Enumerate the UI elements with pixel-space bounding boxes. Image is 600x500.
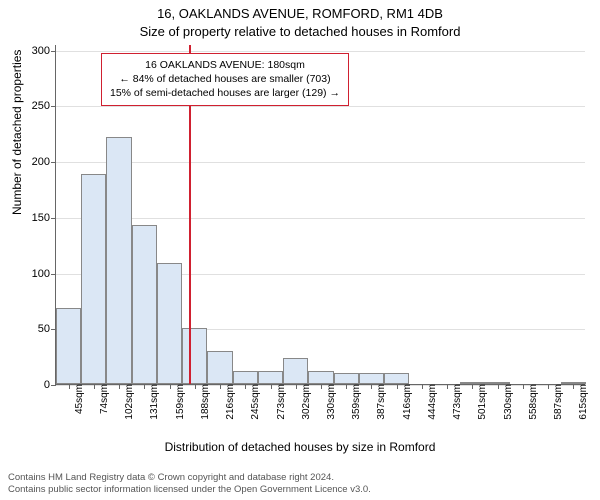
x-tick-mark	[422, 384, 423, 389]
histogram-bar	[132, 225, 157, 384]
x-tick-mark	[296, 384, 297, 389]
x-tick-label: 74sqm	[97, 384, 110, 434]
x-tick-mark	[195, 384, 196, 389]
footer-line-2: Contains public sector information licen…	[8, 484, 371, 496]
x-tick-label: 416sqm	[400, 384, 413, 434]
x-tick-mark	[170, 384, 171, 389]
y-tick-label: 250	[21, 100, 56, 112]
x-tick-label: 102sqm	[122, 384, 135, 434]
histogram-bar	[258, 371, 283, 384]
x-tick-mark	[523, 384, 524, 389]
x-tick-label: 188sqm	[198, 384, 211, 434]
histogram-bar	[81, 174, 106, 384]
x-tick-label: 530sqm	[501, 384, 514, 434]
histogram-bar	[56, 308, 81, 384]
x-tick-label: 273sqm	[274, 384, 287, 434]
x-tick-mark	[371, 384, 372, 389]
chart-title-sub: Size of property relative to detached ho…	[0, 24, 600, 39]
annotation-box: 16 OAKLANDS AVENUE: 180sqm← 84% of detac…	[101, 53, 349, 106]
histogram-bar	[334, 373, 359, 384]
x-tick-mark	[94, 384, 95, 389]
y-tick-label: 0	[21, 379, 56, 391]
x-tick-label: 245sqm	[248, 384, 261, 434]
y-tick-label: 200	[21, 156, 56, 168]
histogram-bar	[157, 263, 182, 385]
x-tick-label: 473sqm	[450, 384, 463, 434]
chart-container: 16, OAKLANDS AVENUE, ROMFORD, RM1 4DB Si…	[0, 0, 600, 500]
x-tick-mark	[220, 384, 221, 389]
y-axis-label: Number of detached properties	[10, 50, 24, 215]
grid-line	[56, 218, 585, 219]
histogram-bar	[359, 373, 384, 384]
y-tick-label: 150	[21, 212, 56, 224]
x-tick-mark	[245, 384, 246, 389]
annotation-line-3: 15% of semi-detached houses are larger (…	[110, 86, 340, 100]
histogram-bar	[384, 373, 409, 384]
x-tick-mark	[346, 384, 347, 389]
x-tick-mark	[472, 384, 473, 389]
plot-area: 05010015020025030045sqm74sqm102sqm131sqm…	[55, 45, 585, 385]
histogram-bar	[106, 137, 131, 384]
x-tick-mark	[397, 384, 398, 389]
x-tick-mark	[119, 384, 120, 389]
x-tick-label: 302sqm	[299, 384, 312, 434]
grid-line	[56, 51, 585, 52]
x-tick-label: 131sqm	[147, 384, 160, 434]
x-tick-mark	[69, 384, 70, 389]
x-tick-label: 159sqm	[173, 384, 186, 434]
footer-attribution: Contains HM Land Registry data © Crown c…	[8, 472, 371, 496]
annotation-line-2: ← 84% of detached houses are smaller (70…	[110, 72, 340, 86]
x-tick-mark	[144, 384, 145, 389]
x-tick-label: 587sqm	[551, 384, 564, 434]
histogram-bar	[308, 371, 333, 384]
x-tick-label: 444sqm	[425, 384, 438, 434]
y-tick-label: 50	[21, 323, 56, 335]
x-tick-label: 330sqm	[324, 384, 337, 434]
y-tick-label: 100	[21, 268, 56, 280]
y-tick-label: 300	[21, 45, 56, 57]
x-tick-label: 45sqm	[72, 384, 85, 434]
x-tick-mark	[573, 384, 574, 389]
x-tick-label: 558sqm	[526, 384, 539, 434]
x-tick-label: 615sqm	[576, 384, 589, 434]
histogram-bar	[182, 328, 207, 384]
footer-line-1: Contains HM Land Registry data © Crown c…	[8, 472, 371, 484]
histogram-bar	[233, 371, 258, 384]
x-axis-label: Distribution of detached houses by size …	[0, 440, 600, 454]
x-tick-mark	[271, 384, 272, 389]
x-tick-mark	[548, 384, 549, 389]
grid-line	[56, 162, 585, 163]
x-tick-mark	[447, 384, 448, 389]
histogram-bar	[283, 358, 308, 384]
histogram-bar	[207, 351, 232, 384]
grid-line	[56, 106, 585, 107]
x-tick-label: 216sqm	[223, 384, 236, 434]
x-tick-label: 359sqm	[349, 384, 362, 434]
x-tick-label: 387sqm	[374, 384, 387, 434]
chart-title-main: 16, OAKLANDS AVENUE, ROMFORD, RM1 4DB	[0, 6, 600, 21]
x-tick-mark	[498, 384, 499, 389]
annotation-line-1: 16 OAKLANDS AVENUE: 180sqm	[110, 58, 340, 72]
x-tick-label: 501sqm	[475, 384, 488, 434]
plot-inner: 05010015020025030045sqm74sqm102sqm131sqm…	[55, 45, 585, 385]
x-tick-mark	[321, 384, 322, 389]
